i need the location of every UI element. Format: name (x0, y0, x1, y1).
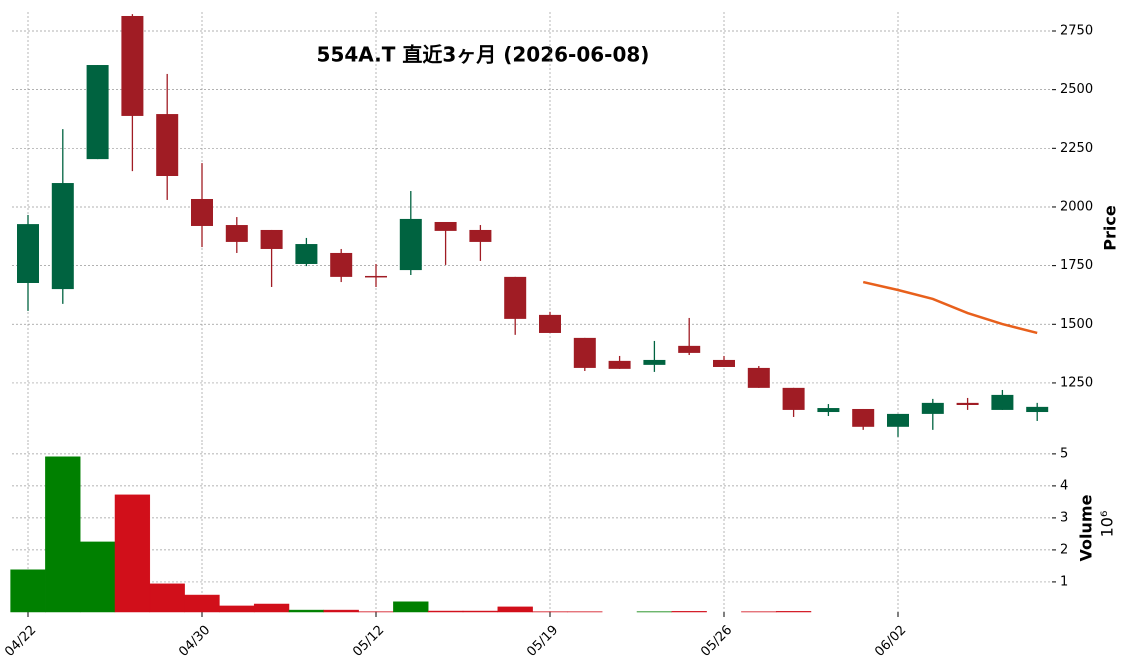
y-tick-label: 5 (1060, 446, 1068, 461)
volume-bar (253, 603, 290, 613)
y-tick-label: 1500 (1060, 317, 1093, 332)
y-tick-label: 1250 (1060, 375, 1093, 390)
y-tick-label: 3 (1060, 510, 1068, 525)
candle-body (225, 225, 248, 242)
candle-body (504, 276, 527, 319)
candle-body (887, 413, 909, 427)
candle-body (260, 229, 283, 249)
candle-body (956, 402, 979, 405)
volume-bar (114, 494, 151, 613)
candle-body (852, 408, 875, 427)
y-tick-label: 2000 (1060, 199, 1093, 214)
volume-bar (775, 611, 812, 613)
volume-bar (10, 569, 46, 613)
candle-body (399, 218, 422, 271)
y-tick-label: 1750 (1060, 258, 1093, 273)
candle-body (191, 198, 213, 226)
candle-body (156, 114, 179, 177)
volume-bar (427, 610, 464, 613)
x-tick-label: 05/12 (350, 623, 387, 660)
candle-body (817, 408, 840, 413)
candle-body (1026, 406, 1049, 413)
x-tick-label: 04/30 (176, 623, 213, 660)
candle-body (678, 345, 701, 353)
candle-body (991, 394, 1014, 410)
volume-bar (149, 583, 185, 613)
y-axis-label: Price (1101, 205, 1120, 251)
x-tick-label: 05/26 (698, 623, 735, 660)
candle-body (573, 337, 596, 368)
candle-body (295, 244, 318, 264)
x-tick-label: 05/19 (524, 623, 561, 660)
candle-body (330, 252, 353, 277)
volume-offset-label: 10⁶ (1098, 511, 1117, 538)
volume-bar (45, 456, 81, 613)
volume-bar (393, 601, 429, 613)
volume-bar (462, 610, 499, 613)
candle-body (17, 224, 39, 283)
candle-body (365, 275, 387, 278)
candle-body (86, 65, 109, 160)
chart-title: 554A.T 直近3ヶ月 (2026-06-08) (317, 43, 650, 67)
volume-bar (288, 609, 325, 613)
candle-body (539, 314, 561, 333)
y-tick-label: 2750 (1060, 24, 1093, 39)
volume-axis-label: Volume (1077, 494, 1096, 561)
y-tick-label: 2250 (1060, 141, 1093, 156)
candle-body (713, 359, 735, 367)
moving-average-line (862, 280, 1038, 335)
volume-bar (184, 594, 220, 613)
y-tick-label: 2 (1060, 542, 1068, 557)
x-tick-label: 06/02 (872, 623, 909, 660)
candle-body (121, 15, 144, 116)
candle-body (434, 221, 457, 231)
volume-bar (79, 541, 116, 613)
candle-body (51, 183, 74, 290)
candle-body (921, 402, 944, 414)
candle-body (608, 360, 631, 369)
volume-bar (497, 606, 533, 613)
y-tick-label: 1 (1060, 574, 1068, 589)
volume-bar (323, 609, 359, 613)
candle-body (643, 359, 666, 365)
volume-bar (671, 611, 707, 613)
candle-body (747, 367, 770, 388)
candle-body (469, 229, 492, 242)
volume-bar (219, 605, 255, 613)
x-tick-label: 04/22 (2, 623, 39, 660)
candle-body (782, 387, 805, 410)
y-tick-label: 2500 (1060, 82, 1093, 97)
y-tick-label: 4 (1060, 478, 1068, 493)
